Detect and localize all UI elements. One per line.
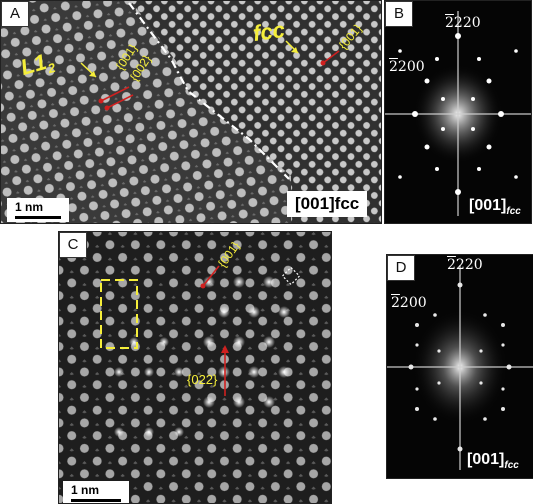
- panel-c-hrtem-image: C {001} {022} 1 nm: [58, 231, 332, 504]
- panel-c-label: C: [59, 232, 87, 258]
- fft-b-orientation: [001]fcc: [469, 197, 521, 217]
- fft-b-spot-200-text: 200: [397, 59, 425, 75]
- fft-d-spot-200-text: 200: [399, 295, 427, 311]
- panel-d-fft-pattern: [387, 255, 533, 478]
- phase-boundary-line: [128, 2, 290, 180]
- panel-b-fft-pattern: [385, 1, 531, 223]
- panel-c-lattice: [59, 232, 331, 503]
- panel-a-lattice: [1, 1, 381, 223]
- fft-b-spot-220-bar: 2: [445, 15, 454, 31]
- fft-d-spot-200-bar: 2: [391, 295, 400, 311]
- panel-a-scale-bar: 1 nm: [7, 198, 69, 222]
- panel-a-scale-line: [15, 216, 61, 219]
- highlight-box-yellow: [100, 279, 138, 349]
- red-arrow-001-c: [202, 265, 220, 287]
- fft-d-spot-220-text: 220: [455, 257, 483, 273]
- panel-a-orientation: [001]fcc: [287, 191, 368, 217]
- fft-d-spot-220: 2220: [447, 257, 483, 273]
- panel-a-hrtem-image: A L12 {001} {002} fcc {001} 1 nm [001]fc…: [0, 0, 382, 224]
- fft-b-spot-220-text: 220: [453, 15, 481, 31]
- planes-022-label-c: {022}: [187, 372, 218, 387]
- fft-b-orientation-text: [001]: [469, 197, 507, 214]
- panel-d-fft: D 2220 2200 [001]fcc: [386, 254, 533, 479]
- panel-d-label: D: [387, 255, 415, 281]
- fft-d-orientation: [001]fcc: [467, 451, 519, 471]
- panel-b-fft: B 2220 2200 [001]fcc: [384, 0, 532, 224]
- fft-b-spot-200: 2200: [389, 59, 425, 75]
- fft-b-spot-220: 2220: [445, 15, 481, 31]
- panel-c-scale-text: 1 nm: [71, 483, 100, 497]
- phase-fcc-label: fcc: [251, 16, 287, 47]
- panel-a-label: A: [1, 1, 29, 27]
- phase-l12-text: L1: [17, 49, 50, 81]
- fft-b-orientation-sub: fcc: [506, 206, 521, 218]
- panel-a-scale-text: 1 nm: [15, 200, 44, 214]
- fft-d-spot-220-bar: 2: [447, 257, 456, 273]
- panel-b-label: B: [385, 1, 413, 27]
- fft-d-orientation-text: [001]: [467, 451, 505, 468]
- fft-d-spot-200: 2200: [391, 295, 427, 311]
- panel-c-scale-bar: 1 nm: [63, 481, 129, 503]
- fft-d-orientation-sub: fcc: [504, 460, 519, 472]
- fft-b-spot-200-bar: 2: [389, 59, 398, 75]
- highlight-box-white: [281, 266, 301, 286]
- panel-c-scale-line: [71, 499, 121, 502]
